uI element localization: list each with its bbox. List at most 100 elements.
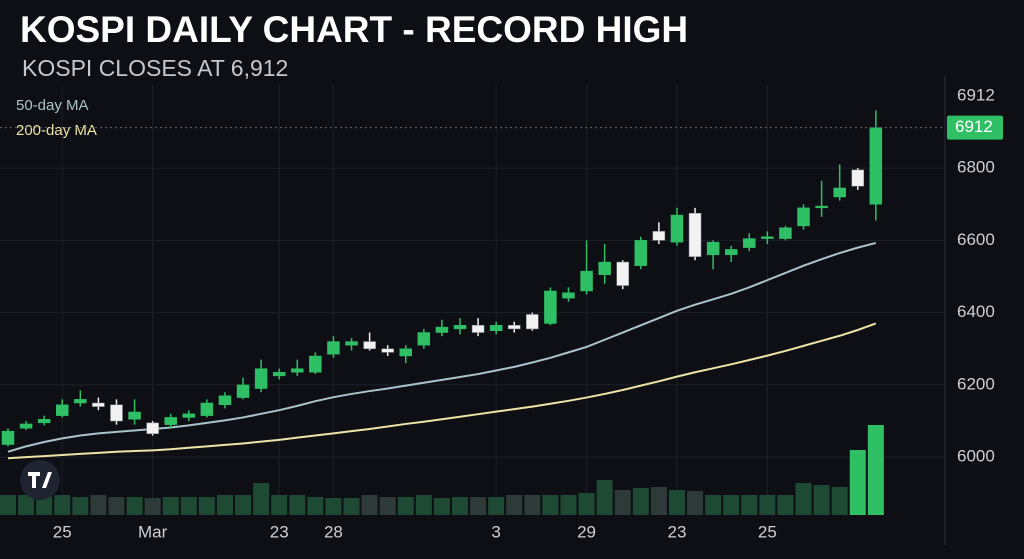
volume-bar [379, 497, 396, 515]
candle-body [688, 213, 702, 257]
moving-average-line [7, 322, 877, 460]
volume-bar [271, 495, 288, 515]
volume-bar [90, 495, 107, 515]
candle-body [616, 261, 629, 286]
volume-bar [470, 497, 487, 515]
legend-entry: 200-day MA [16, 122, 97, 139]
candle-body [435, 326, 449, 333]
candle-body [598, 261, 611, 275]
candle-body [761, 236, 774, 239]
candle-body [37, 418, 51, 424]
candle-body [471, 325, 485, 333]
candle-body [146, 422, 159, 434]
candle-body [526, 314, 539, 330]
volume-bar [289, 495, 306, 515]
volume-bar [795, 483, 812, 515]
candle-body [562, 292, 575, 299]
candle-body [218, 395, 232, 406]
volume-bar [72, 497, 89, 515]
candle-body [833, 187, 846, 198]
volume-bar [759, 495, 776, 515]
candle-body [363, 341, 376, 350]
candle-body [182, 413, 196, 418]
volume-bar [687, 491, 704, 515]
x-tick-label: Mar [138, 522, 168, 541]
volume-bar [180, 497, 197, 515]
volume-bar [216, 495, 233, 515]
volume-bar [777, 495, 794, 515]
candle-body [706, 241, 720, 256]
x-tick-label: 23 [667, 522, 686, 541]
volume-bar [524, 495, 541, 515]
candle-body [92, 402, 105, 407]
volume-bar [867, 425, 884, 515]
candle-body [417, 332, 431, 346]
candle-body [381, 348, 394, 353]
volume-bar [578, 493, 595, 515]
volume-bar [144, 498, 161, 515]
candle-body [55, 404, 69, 416]
candle-body [652, 231, 666, 241]
candle-body [399, 348, 413, 357]
y-tick-label: 6400 [957, 302, 995, 321]
last-price-label: 6912 [955, 117, 993, 136]
candle-body [291, 368, 304, 373]
volume-bar [253, 483, 270, 515]
candle-body [164, 417, 177, 425]
x-tick-label: 25 [53, 522, 72, 541]
volume-bar [632, 488, 649, 515]
volume-bar [452, 497, 468, 515]
x-tick-label: 29 [577, 522, 596, 541]
candle-body [489, 325, 503, 331]
volume-bar [307, 497, 324, 515]
candle-body [128, 411, 141, 420]
candle-body [724, 249, 738, 256]
plot: 6000 6200 6400 6600 6800 25 Mar 23 28 3 29 23 25 50-d… [0, 75, 1003, 545]
volume-bar [614, 490, 631, 515]
volume-bar [741, 495, 758, 515]
volume-bar [433, 498, 450, 515]
volume-bar [54, 495, 71, 515]
candle-body [779, 227, 792, 239]
candle-body [743, 238, 756, 248]
volume-bar [198, 497, 215, 515]
candle-body [272, 372, 286, 377]
volume-bar [596, 480, 613, 515]
x-tick-label: 23 [270, 522, 289, 541]
x-tick-label: 3 [491, 522, 500, 541]
candle-body [74, 399, 87, 404]
chart-subtitle: KOSPI CLOSES AT 6,912 [22, 55, 288, 81]
candle-body [19, 423, 33, 429]
volume-bar [831, 487, 848, 515]
candle-body [236, 384, 250, 398]
volume-bar [18, 495, 35, 515]
volume-bar [162, 497, 179, 515]
tradingview-logo [20, 460, 60, 500]
volume-bar [813, 485, 830, 515]
candle-body [851, 169, 865, 187]
candle-body [580, 270, 593, 292]
volume-bar [108, 497, 125, 515]
last-price-tag [947, 115, 1003, 140]
volume-bar [488, 497, 505, 515]
volume-bar [397, 497, 414, 515]
candle-body [507, 325, 521, 330]
volume-bar [325, 498, 342, 515]
legend-entry: 50-day MA [16, 97, 89, 114]
candle-body [670, 214, 684, 243]
volume-bar [668, 490, 685, 515]
candle-body [815, 205, 828, 209]
volume-bar [235, 495, 252, 515]
volume-bar [415, 495, 432, 515]
volume-bar [560, 495, 577, 515]
candle-body [869, 127, 883, 205]
y-tick-label: 6200 [957, 374, 995, 393]
volume-bar [650, 487, 667, 515]
chart-title: KOSPI DAILY CHART - RECORD HIGH [20, 9, 688, 50]
volume-bar [361, 495, 378, 515]
candle-body [254, 368, 268, 389]
volume-bar [542, 495, 559, 515]
x-tick-label: 28 [324, 522, 343, 541]
candle-body [453, 325, 467, 330]
